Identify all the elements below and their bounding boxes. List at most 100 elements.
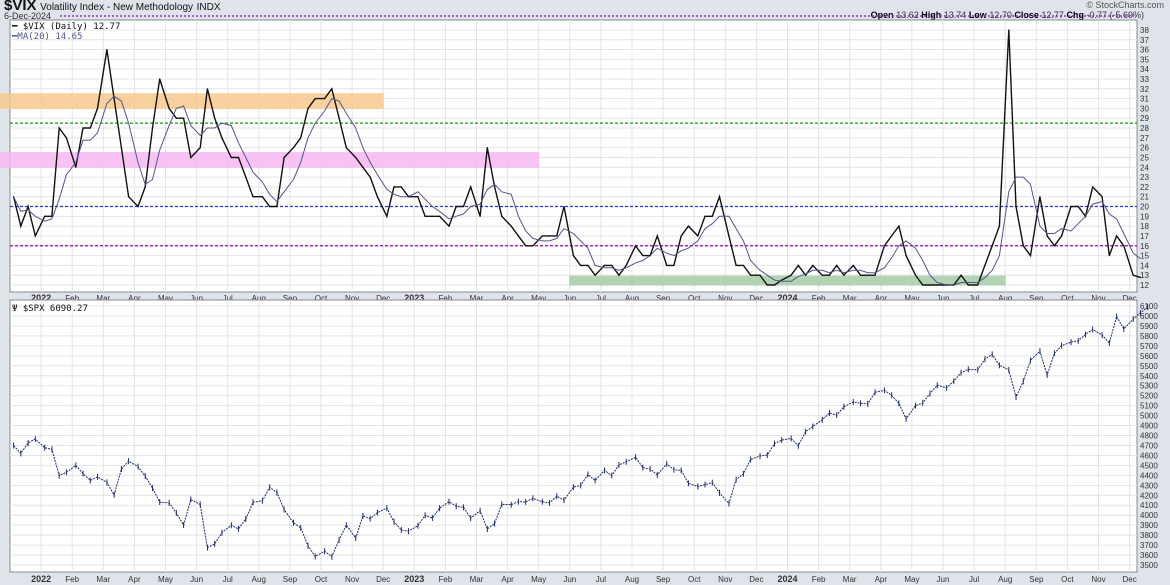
vix-point bbox=[479, 215, 481, 217]
x-tick-label: Nov bbox=[345, 575, 359, 584]
vix-point bbox=[773, 284, 776, 286]
vix-point bbox=[120, 147, 122, 149]
y-tick-label: 5800 bbox=[1140, 332, 1158, 341]
vix-point bbox=[1015, 205, 1017, 208]
x-tick-label: Dec bbox=[1122, 575, 1136, 584]
vix-point bbox=[625, 264, 627, 266]
vix-point bbox=[182, 117, 185, 119]
y-tick-label: 3500 bbox=[1140, 561, 1158, 570]
vix-point bbox=[812, 264, 814, 266]
vix-point bbox=[618, 274, 620, 276]
vix-point bbox=[666, 264, 668, 266]
vix-point bbox=[804, 274, 807, 276]
y-tick-label: 3800 bbox=[1140, 531, 1158, 540]
vix-point bbox=[175, 117, 177, 119]
vix-point bbox=[221, 137, 223, 139]
ohlc-readout: Open 13.62 High 13.74 Low 12.70 Close 12… bbox=[871, 11, 1144, 20]
vix-point bbox=[58, 127, 60, 129]
vix-point bbox=[300, 137, 302, 139]
vix-point bbox=[867, 274, 869, 276]
vix-point bbox=[1046, 235, 1048, 237]
y-tick-label: 4700 bbox=[1140, 441, 1158, 450]
x-tick-label: Jun bbox=[563, 575, 576, 584]
legend-vix-label: $VIX (Daily) 12.77 bbox=[22, 22, 121, 32]
x-tick-label: May bbox=[904, 575, 919, 584]
x-tick-label: Jul bbox=[969, 575, 979, 584]
y-tick-label: 26 bbox=[1140, 144, 1149, 153]
vix-point bbox=[704, 215, 706, 217]
y-tick-label: 5000 bbox=[1140, 412, 1158, 421]
y-tick-label: 22 bbox=[1140, 183, 1149, 192]
vix-point bbox=[914, 274, 917, 276]
x-tick-label: Feb bbox=[812, 575, 826, 584]
vix-point bbox=[493, 186, 496, 188]
high-value: 13.74 bbox=[943, 10, 967, 20]
vix-point bbox=[750, 274, 752, 276]
x-tick-label: Sep bbox=[656, 575, 671, 584]
vix-point bbox=[261, 196, 264, 198]
vix-point bbox=[448, 225, 450, 227]
vix-point bbox=[883, 245, 886, 247]
vix-point bbox=[214, 117, 216, 119]
vix-point bbox=[1084, 215, 1087, 217]
vix-point bbox=[742, 264, 744, 266]
x-tick-label: Jun bbox=[937, 294, 950, 303]
vix-point bbox=[324, 98, 326, 100]
y-tick-label: 34 bbox=[1140, 65, 1149, 74]
vix-point bbox=[977, 284, 979, 286]
y-tick-label: 4000 bbox=[1140, 511, 1158, 520]
vix-point bbox=[510, 225, 512, 227]
vix-point bbox=[1132, 274, 1134, 276]
y-tick-label: 5600 bbox=[1140, 352, 1158, 361]
y-tick-label: 30 bbox=[1140, 104, 1149, 113]
y-tick-label: 16 bbox=[1140, 242, 1149, 251]
x-tick-label: Dec bbox=[376, 575, 390, 584]
y-tick-label: 17 bbox=[1140, 232, 1149, 241]
vix-point bbox=[486, 147, 488, 149]
close-value: 12.77 bbox=[1041, 10, 1064, 20]
vix-point bbox=[711, 215, 713, 217]
vix-point bbox=[417, 196, 419, 198]
x-tick-label: Jun bbox=[937, 575, 950, 584]
vix-point bbox=[556, 235, 558, 237]
y-tick-label: 13 bbox=[1140, 271, 1149, 280]
y-tick-label: 4600 bbox=[1140, 451, 1158, 460]
x-tick-label: 2024 bbox=[777, 574, 797, 584]
vix-point bbox=[89, 127, 91, 129]
vix-point bbox=[1108, 254, 1110, 257]
vix-point bbox=[20, 225, 22, 227]
vix-point bbox=[563, 205, 565, 208]
vix-point bbox=[603, 264, 606, 266]
x-tick-label: Jul bbox=[223, 294, 233, 303]
vix-point bbox=[355, 156, 357, 159]
vix-point bbox=[470, 186, 472, 188]
copyright: © StockCharts.com bbox=[1086, 0, 1164, 10]
y-tick-label: 5100 bbox=[1140, 402, 1158, 411]
vix-point bbox=[953, 284, 955, 286]
y-tick-label: 32 bbox=[1140, 85, 1149, 94]
y-tick-label: 5900 bbox=[1140, 322, 1158, 331]
vix-point bbox=[548, 235, 551, 237]
vix-point bbox=[984, 264, 986, 266]
y-tick-label: 18 bbox=[1140, 222, 1149, 231]
y-tick-label: 5200 bbox=[1140, 392, 1158, 401]
x-tick-label: Oct bbox=[315, 294, 328, 303]
x-tick-label: Nov bbox=[718, 575, 732, 584]
x-tick-label: Nov bbox=[1091, 294, 1105, 303]
y-tick-label: 15 bbox=[1140, 252, 1149, 261]
vix-point bbox=[891, 235, 893, 237]
vix-point bbox=[673, 264, 675, 266]
x-tick-label: Apr bbox=[128, 294, 141, 303]
x-tick-label: May bbox=[158, 294, 173, 303]
vix-point bbox=[439, 215, 441, 217]
vix-point bbox=[587, 264, 589, 266]
x-tick-label: Aug bbox=[998, 575, 1012, 584]
y-tick-label: 27 bbox=[1140, 134, 1149, 143]
vix-point bbox=[369, 176, 371, 178]
y-tick-label: 21 bbox=[1140, 193, 1149, 202]
vix-point bbox=[237, 156, 240, 159]
y-tick-label: 4300 bbox=[1140, 481, 1158, 490]
vix-point bbox=[51, 215, 53, 217]
open-label: Open bbox=[870, 10, 894, 20]
x-tick-label: Sep bbox=[283, 575, 298, 584]
